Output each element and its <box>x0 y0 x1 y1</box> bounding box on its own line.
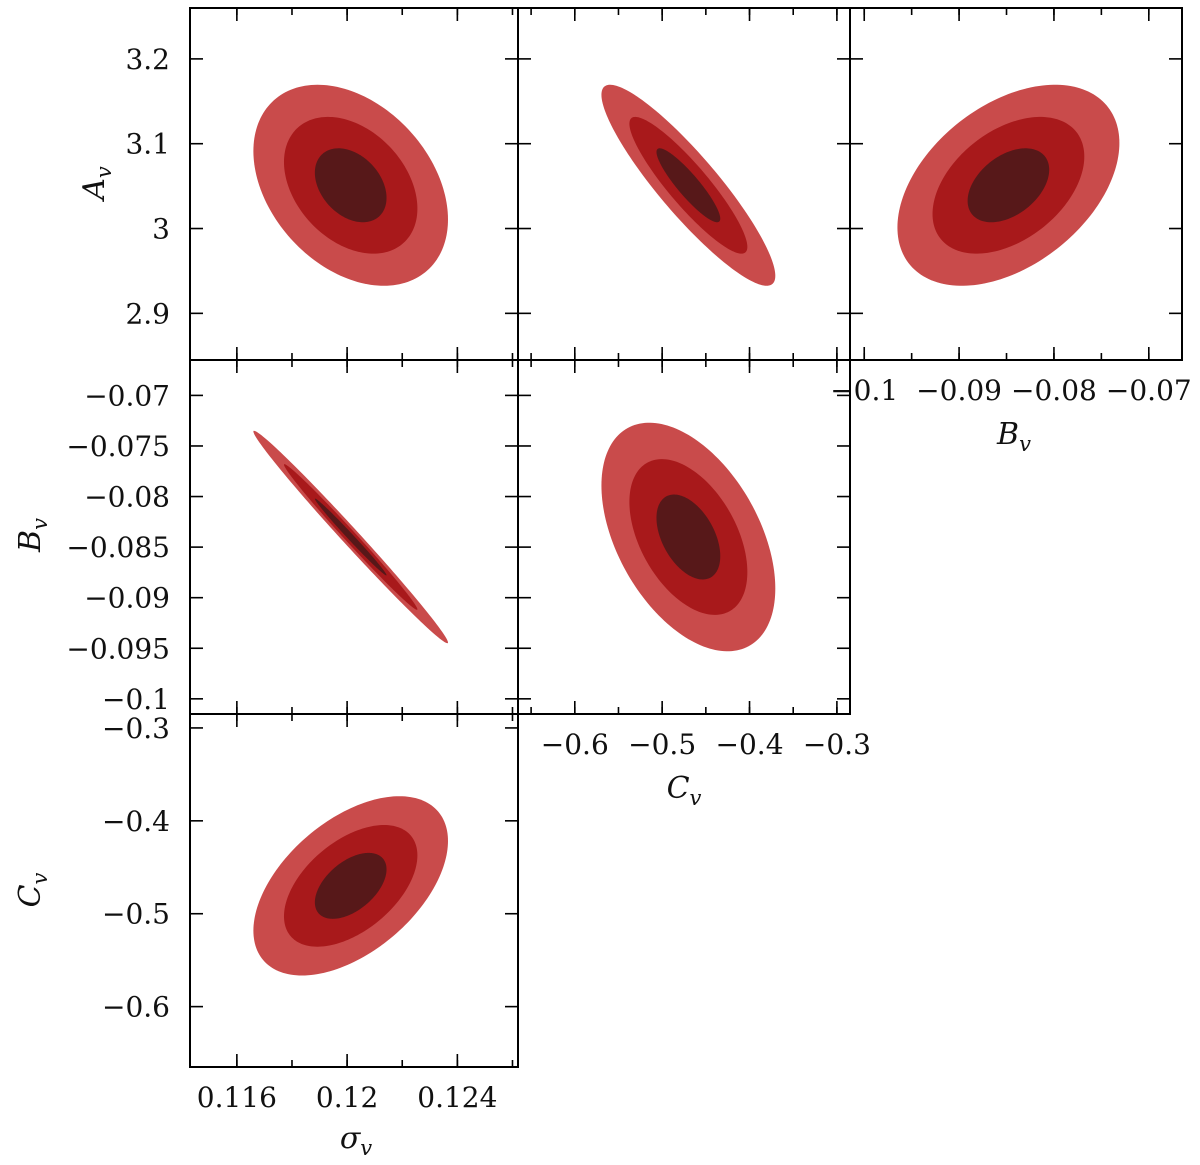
contours <box>601 84 776 286</box>
panel-sigma-A: 2.9 3 3.1 3.2 <box>125 7 519 361</box>
x-tick-label: 0.124 <box>417 1081 497 1114</box>
y-tick-label: −0.075 <box>66 430 170 463</box>
x-tick-label: −0.07 <box>1106 374 1192 407</box>
x-axis-label-sigma: σv <box>340 1121 372 1160</box>
x-tick-label: −0.6 <box>541 728 609 761</box>
x-tick-label: −0.4 <box>716 728 784 761</box>
y-axis-label-B: Bv <box>13 518 52 553</box>
contours <box>253 84 448 286</box>
y-tick-label: −0.3 <box>102 712 170 745</box>
x-tick-label: −0.09 <box>916 374 1002 407</box>
panel-C-A <box>517 7 851 361</box>
contour-level-3 <box>314 498 387 576</box>
y-tick-label: −0.4 <box>102 805 170 838</box>
panel-frame <box>849 7 1183 361</box>
y-tick-label: −0.09 <box>84 582 170 615</box>
x-axis-label-C: Cv <box>667 771 702 810</box>
contours <box>253 430 448 644</box>
x-tick-label: 0.116 <box>197 1081 277 1114</box>
contour-level-3 <box>656 494 721 580</box>
y-tick-label: −0.6 <box>102 991 170 1024</box>
x-tick-label: 0.12 <box>316 1081 378 1114</box>
y-tick-label: −0.5 <box>102 898 170 931</box>
y-tick-label: −0.085 <box>66 531 170 564</box>
panel-frame <box>189 713 519 1068</box>
y-tick-label: 2.9 <box>125 297 170 330</box>
panel-C-B: −0.6 −0.5 −0.4 −0.3 <box>517 359 871 761</box>
panel-B-A: −0.1 −0.09 −0.08 −0.07 <box>830 7 1192 407</box>
contours <box>601 422 776 652</box>
y-tick-label: 3.2 <box>125 43 170 76</box>
contour-level-3 <box>314 148 387 223</box>
y-tick-label: −0.08 <box>84 481 170 514</box>
x-tick-label: −0.3 <box>803 728 871 761</box>
y-axis-label-A: Av <box>77 166 116 203</box>
y-tick-label: 3 <box>152 213 170 246</box>
contours <box>253 796 448 976</box>
x-tick-label: −0.5 <box>628 728 696 761</box>
x-tick-label: −0.1 <box>830 374 898 407</box>
y-tick-label: −0.095 <box>66 632 170 665</box>
y-axis-label-C: Cv <box>13 872 52 907</box>
contour-level-3 <box>656 148 721 223</box>
panel-sigma-B: −0.1 −0.095 −0.09 −0.085 −0.08 −0.075 −0.07 <box>66 359 519 716</box>
y-tick-label: −0.1 <box>102 683 170 716</box>
contours <box>897 84 1120 286</box>
contour-level-3 <box>967 148 1050 223</box>
panel-sigma-C: 0.116 0.12 0.124 −0.6 −0.5 −0.4 −0.3 <box>102 712 519 1114</box>
y-tick-label: −0.07 <box>84 379 170 412</box>
x-axis-label-B: Bv <box>996 417 1031 456</box>
panel-frame <box>517 359 851 715</box>
x-tick-label: −0.08 <box>1011 374 1097 407</box>
y-tick-label: 3.1 <box>125 128 170 161</box>
contour-level-3 <box>314 852 387 919</box>
